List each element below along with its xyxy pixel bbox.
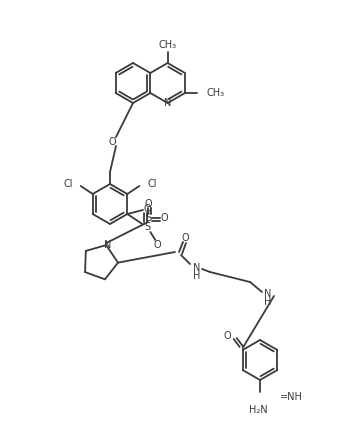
Text: H: H bbox=[264, 297, 272, 307]
Text: CH₃: CH₃ bbox=[207, 88, 225, 98]
Text: N: N bbox=[193, 263, 201, 273]
Text: O: O bbox=[108, 137, 116, 147]
Text: O: O bbox=[181, 233, 189, 243]
Text: Cl: Cl bbox=[147, 179, 157, 189]
Text: CH₃: CH₃ bbox=[158, 40, 177, 50]
Text: =NH: =NH bbox=[280, 392, 303, 402]
Text: O: O bbox=[154, 240, 161, 250]
Text: S: S bbox=[144, 222, 150, 232]
Text: N: N bbox=[264, 289, 272, 299]
Text: Cl: Cl bbox=[63, 179, 73, 189]
Text: N: N bbox=[164, 98, 172, 108]
Text: O: O bbox=[143, 204, 151, 214]
Text: H: H bbox=[193, 271, 201, 281]
Text: S: S bbox=[145, 213, 151, 223]
Text: O: O bbox=[160, 213, 168, 223]
Text: H₂N: H₂N bbox=[249, 405, 267, 415]
Text: N: N bbox=[105, 240, 112, 250]
Text: O: O bbox=[224, 331, 232, 341]
Text: O: O bbox=[144, 199, 152, 209]
